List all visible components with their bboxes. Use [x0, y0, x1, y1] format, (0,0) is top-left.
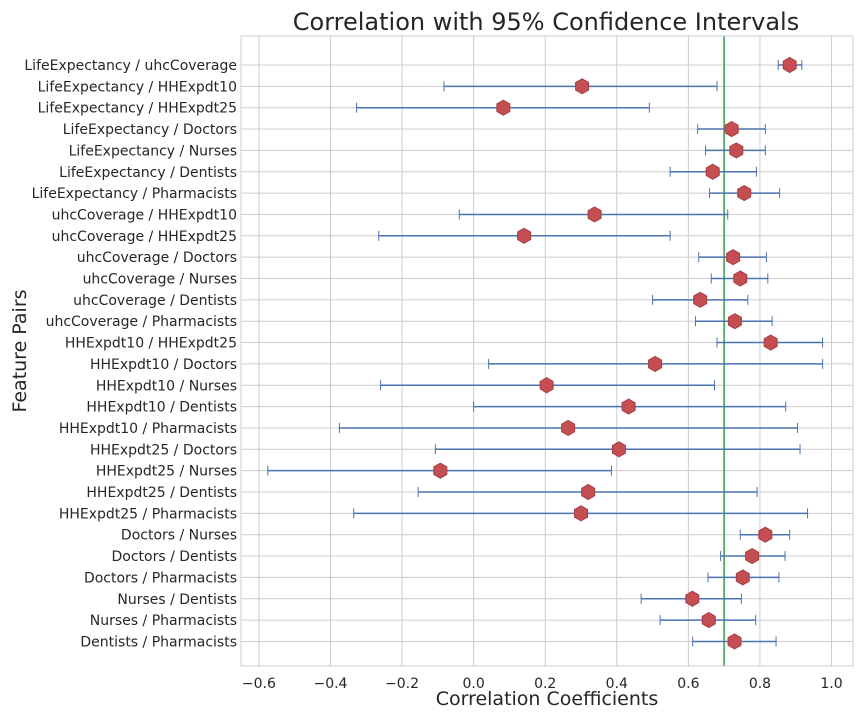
plot-frame — [240, 35, 854, 667]
category-label: HHExpdt10 / HHExpdt25 — [65, 336, 237, 352]
correlation-marker — [575, 78, 590, 95]
category-label: Doctors / Nurses — [121, 528, 237, 544]
y-category-labels: LifeExpectancy / uhcCoverage LifeExpectan… — [24, 58, 237, 650]
correlation-marker — [745, 547, 760, 565]
x-tick-label: 0.2 — [534, 676, 556, 692]
category-label: uhcCoverage / HHExpdt10 — [52, 207, 237, 223]
category-label: uhcCoverage / HHExpdt25 — [52, 229, 237, 245]
correlation-marker — [433, 462, 448, 479]
correlation-marker — [561, 419, 576, 437]
category-label: LifeExpectancy / HHExpdt25 — [38, 101, 237, 117]
category-label: uhcCoverage / Doctors — [77, 250, 237, 266]
x-tick-label: 0.8 — [749, 676, 771, 692]
category-label: Doctors / Pharmacists — [84, 570, 237, 586]
category-label: LifeExpectancy / Doctors — [63, 122, 237, 138]
correlation-marker — [496, 99, 511, 116]
x-tick-label: −0.6 — [242, 676, 276, 692]
correlation-marker — [621, 398, 636, 415]
correlation-marker — [693, 291, 708, 308]
category-label: uhcCoverage / Pharmacists — [46, 314, 237, 330]
correlation-marker — [758, 526, 773, 543]
category-label: LifeExpectancy / HHExpdt10 — [38, 79, 237, 95]
category-label: HHExpdt25 / Pharmacists — [59, 506, 237, 522]
correlation-marker — [727, 313, 742, 330]
chart-title: Correlation with 95% Confidence Interval… — [293, 8, 799, 36]
correlation-marker — [735, 569, 750, 586]
correlation-marker — [726, 249, 741, 266]
category-label: HHExpdt25 / Nurses — [96, 464, 237, 480]
category-label: HHExpdt10 / Nurses — [96, 378, 237, 394]
correlation-marker — [517, 227, 532, 244]
category-label: LifeExpectancy / uhcCoverage — [24, 58, 237, 74]
category-label: uhcCoverage / Nurses — [83, 272, 237, 288]
correlation-marker — [574, 505, 588, 522]
x-tick-label: 0.0 — [462, 676, 484, 692]
category-label: HHExpdt10 / Dentists — [86, 400, 237, 416]
category-label: LifeExpectancy / Nurses — [69, 143, 237, 159]
correlation-marker — [763, 334, 778, 351]
correlation-marker — [587, 206, 602, 223]
category-label: HHExpdt10 / Doctors — [90, 357, 237, 373]
correlation-marker — [611, 441, 626, 458]
category-label: HHExpdt25 / Doctors — [90, 442, 237, 458]
category-label: uhcCoverage / Dentists — [73, 293, 237, 309]
x-tick-label: 0.6 — [677, 676, 699, 692]
correlation-marker — [733, 270, 748, 287]
correlation-marker — [648, 355, 663, 372]
category-label: Nurses / Pharmacists — [90, 613, 237, 629]
category-label: HHExpdt25 / Dentists — [86, 485, 237, 501]
correlation-marker — [724, 120, 739, 138]
category-label: LifeExpectancy / Pharmacists — [32, 186, 237, 202]
correlation-marker — [737, 185, 752, 202]
x-tick-label: −0.2 — [385, 676, 419, 692]
x-tick-label: −0.4 — [313, 676, 347, 692]
correlation-marker — [782, 56, 797, 74]
correlation-marker — [705, 163, 720, 180]
category-label: HHExpdt10 / Pharmacists — [59, 421, 237, 437]
correlation-marker — [539, 377, 554, 394]
x-tick-label: 0.4 — [606, 676, 628, 692]
correlation-marker — [581, 483, 596, 501]
x-axis-label: Correlation Coefficients — [436, 688, 659, 710]
category-label: Nurses / Dentists — [117, 592, 237, 608]
category-label: LifeExpectancy / Dentists — [59, 165, 237, 181]
y-axis-label: Feature Pairs — [9, 289, 31, 412]
point-markers — [433, 56, 797, 650]
category-label: Dentists / Pharmacists — [80, 634, 237, 650]
correlation-marker — [727, 633, 742, 650]
x-tick-label: 1.0 — [820, 676, 842, 692]
correlation-marker — [701, 612, 716, 629]
correlation-marker — [729, 142, 744, 159]
x-tick-labels: −0.6 −0.4 −0.2 0.0 0.2 0.4 0.6 0.8 1.0 — [242, 676, 843, 692]
category-label: Doctors / Dentists — [112, 549, 238, 565]
correlation-marker — [685, 590, 700, 607]
